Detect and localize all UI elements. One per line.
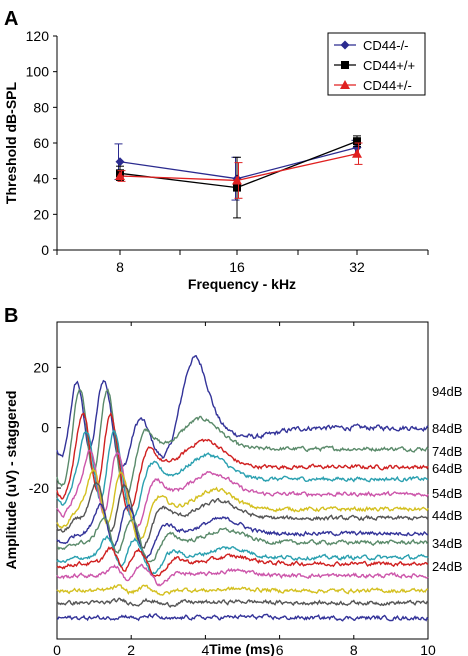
b-y-axis-label: Amplitude (uV) - staggered xyxy=(3,391,19,570)
b-y-tick-label: -20 xyxy=(29,480,49,496)
b-x-tick-label: 6 xyxy=(276,642,284,656)
legend-marker xyxy=(340,40,350,50)
waveform-24dB xyxy=(57,613,429,622)
waveform-69dB xyxy=(56,481,429,549)
legend-entry: CD44+/+ xyxy=(363,58,415,73)
waveform-39dB xyxy=(56,563,429,587)
trace-label-44dB: 44dB xyxy=(432,508,462,523)
a-y-tick-label: 120 xyxy=(26,28,50,44)
b-y-tick-label: 20 xyxy=(33,359,49,375)
a-y-tick-label: 0 xyxy=(41,242,49,258)
b-x-tick-label: 2 xyxy=(127,642,135,656)
b-y-tick-label: 0 xyxy=(41,420,49,436)
a-y-tick-label: 20 xyxy=(33,206,49,222)
waveform-84dB xyxy=(56,411,429,513)
data-point xyxy=(115,170,125,180)
legend-marker xyxy=(340,80,350,89)
legend: CD44-/- CD44+/+ CD44+/- xyxy=(327,32,426,96)
abr-waveform-chart: Amplitude (uV) - staggered Time (ms) 200… xyxy=(3,321,462,656)
a-y-tick-label: 80 xyxy=(33,99,49,115)
a-x-axis-label: Frequency - kHz xyxy=(188,276,296,292)
waveform-54dB xyxy=(56,503,429,559)
waveform-29dB xyxy=(56,597,429,608)
a-x-tick-label: 8 xyxy=(116,259,124,275)
trace-label-54dB: 54dB xyxy=(432,486,462,501)
waveform-79dB xyxy=(56,429,428,520)
b-x-tick-label: 10 xyxy=(420,642,436,656)
trace-label-84dB: 84dB xyxy=(432,421,462,436)
panel-b-label: B xyxy=(4,305,18,327)
b-x-tick-label: 4 xyxy=(202,642,210,656)
trace-label-64dB: 64dB xyxy=(432,461,462,476)
data-point xyxy=(115,157,125,167)
a-x-tick-label: 16 xyxy=(229,259,245,275)
trace-label-74dB: 74dB xyxy=(432,444,462,459)
a-y-tick-label: 40 xyxy=(33,171,49,187)
b-x-tick-label: 8 xyxy=(350,642,358,656)
data-point xyxy=(232,175,242,185)
b-x-axis-label: Time (ms) xyxy=(209,641,275,656)
threshold-chart: Threshold dB-SPL Frequency - kHz 0 20 40 60… xyxy=(3,28,429,292)
waveform-34dB xyxy=(56,584,429,596)
a-y-tick-label: 100 xyxy=(26,64,50,80)
a-x-tick-label: 32 xyxy=(349,259,365,275)
trace-label-34dB: 34dB xyxy=(432,536,462,551)
a-series-CD44+/- xyxy=(115,142,363,199)
data-point xyxy=(233,183,241,192)
waveform-59dB xyxy=(56,516,429,563)
waveform-64dB xyxy=(56,467,429,542)
legend-marker xyxy=(341,61,349,69)
a-y-tick-label: 60 xyxy=(33,135,49,151)
a-y-axis-label: Threshold dB-SPL xyxy=(3,82,19,205)
trace-label-94dB: 94dB xyxy=(432,384,462,399)
waveform-89dB xyxy=(56,388,429,500)
data-point xyxy=(353,137,361,146)
trace-label-24dB: 24dB xyxy=(432,559,462,574)
waveform-49dB xyxy=(56,546,429,578)
panel-a-label: A xyxy=(4,8,18,30)
b-x-tick-label: 0 xyxy=(53,642,61,656)
legend-entry: CD44-/- xyxy=(363,38,409,53)
legend-entry: CD44+/- xyxy=(363,78,412,93)
b-plot-frame xyxy=(56,321,429,640)
waveform-74dB xyxy=(56,448,429,531)
data-point xyxy=(352,148,362,158)
